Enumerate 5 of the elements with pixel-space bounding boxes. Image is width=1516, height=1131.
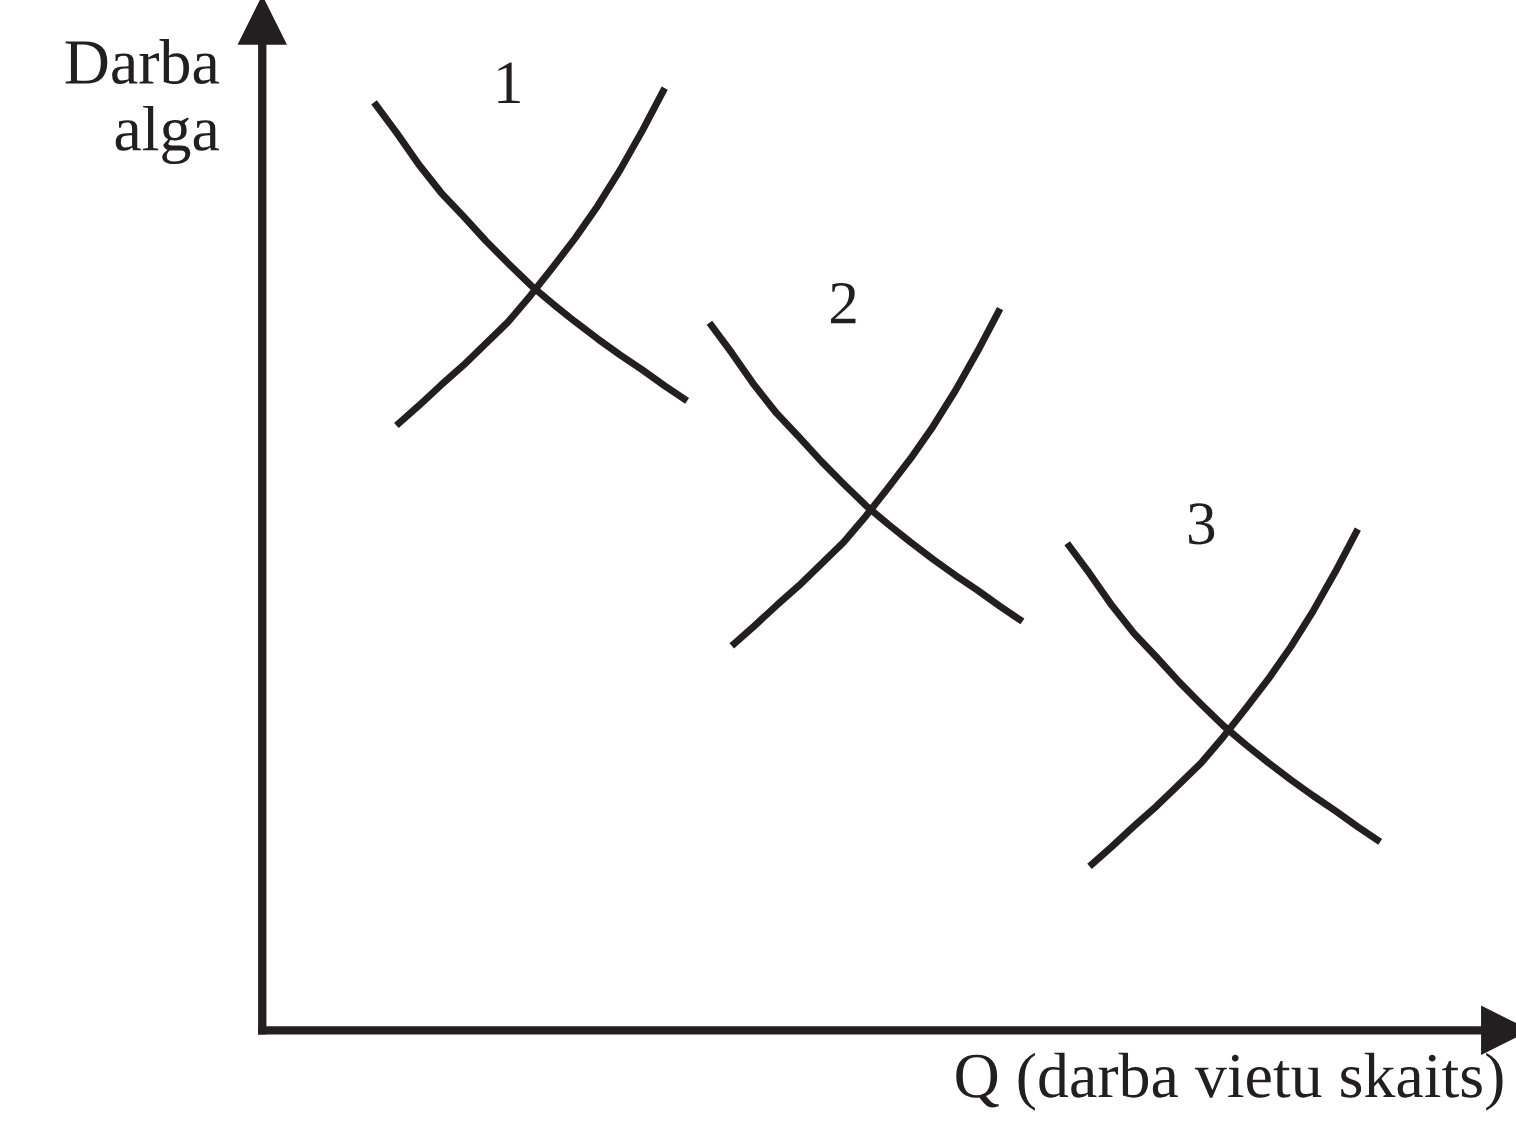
x-axis-title: Q (darba vietu skaits) [956,1052,1503,1111]
annotation: 2 [830,282,856,324]
y-axis-title: Darba alga [65,39,219,164]
annotation: 3 [1188,503,1215,545]
annotation: 1 [498,62,520,103]
